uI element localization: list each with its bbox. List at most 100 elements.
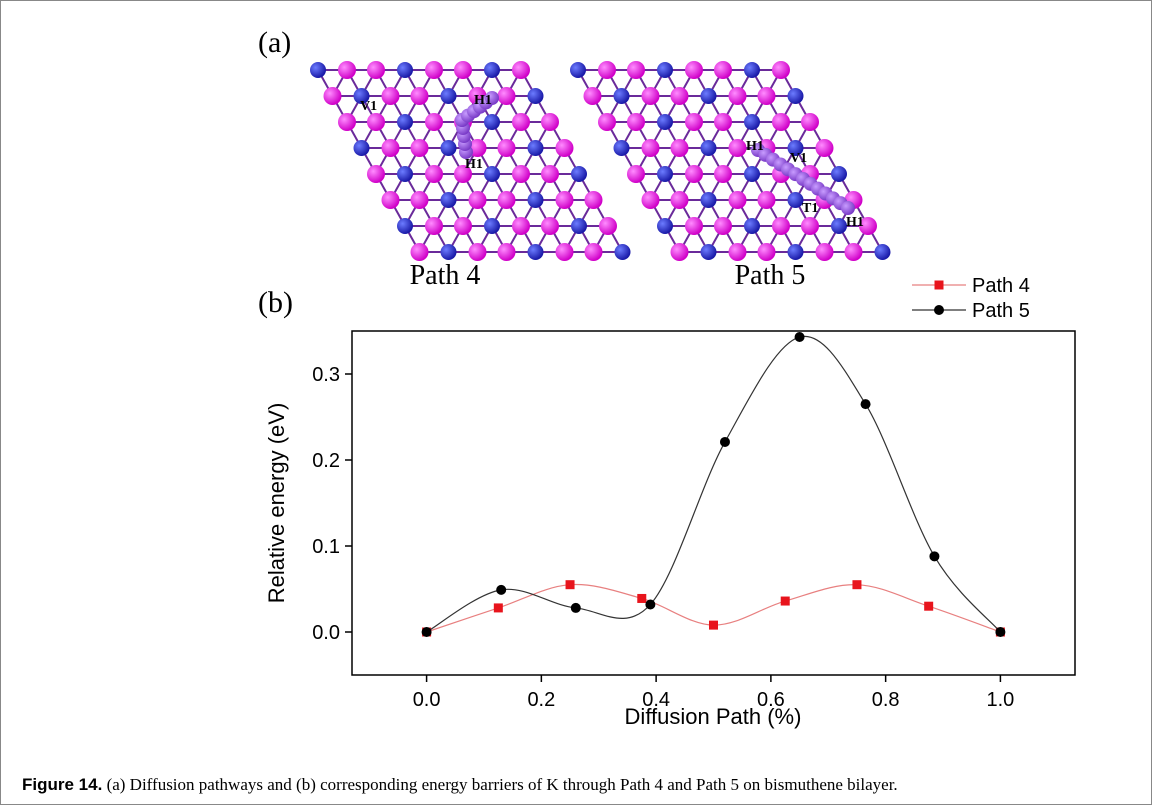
atom: [381, 191, 400, 209]
caption-label: Figure 14.: [22, 775, 102, 794]
atom: [367, 165, 385, 183]
site-label: V1: [790, 151, 807, 166]
panel-caption: Path 5: [735, 260, 806, 291]
atom: [571, 218, 587, 234]
data-point: [421, 627, 432, 637]
atom: [425, 113, 443, 131]
atom: [555, 191, 574, 209]
site-label: V1: [360, 99, 377, 114]
data-point: [995, 627, 1006, 637]
plot-frame: [351, 330, 1076, 676]
panel-label: (b): [258, 286, 293, 319]
data-point: [929, 551, 940, 562]
atom: [468, 243, 487, 261]
atom: [584, 191, 603, 209]
atom: [584, 243, 603, 261]
site-label: H1: [846, 215, 864, 230]
atom: [583, 87, 602, 105]
atom: [497, 243, 516, 261]
legend-marker: [934, 305, 944, 315]
atom: [512, 165, 530, 183]
data-point: [645, 599, 656, 610]
atom: [367, 61, 385, 79]
atom: [440, 140, 457, 156]
x-tick-label: 0.4: [642, 689, 670, 711]
atom: [670, 191, 689, 209]
x-tick-label: 0.2: [527, 689, 555, 711]
atom: [772, 113, 790, 131]
atom: [685, 217, 703, 235]
atom: [484, 62, 500, 78]
x-tick-label: 0.0: [413, 689, 441, 711]
atom: [310, 62, 326, 78]
atom: [541, 217, 559, 235]
atom: [815, 139, 834, 157]
atom: [700, 140, 717, 156]
atom: [801, 113, 819, 131]
atom: [527, 192, 544, 208]
y-tick-label: 0.3: [312, 364, 340, 386]
panel-label: (a): [258, 26, 291, 59]
atom: [627, 165, 645, 183]
atom: [468, 191, 487, 209]
atom: [381, 87, 400, 105]
site-label: H1: [746, 139, 764, 154]
y-tick-label: 0.0: [312, 622, 340, 644]
data-point: [493, 603, 503, 613]
atom: [627, 61, 645, 79]
x-tick-label: 0.6: [757, 689, 785, 711]
atom: [397, 218, 413, 234]
atom: [512, 61, 530, 79]
atom: [338, 113, 356, 131]
atom: [410, 243, 429, 261]
atom: [599, 217, 617, 235]
atom: [440, 244, 457, 260]
data-point: [794, 332, 805, 343]
atom: [454, 165, 472, 183]
atom: [381, 139, 400, 157]
atom: [859, 217, 877, 235]
atom: [685, 61, 703, 79]
atom: [410, 87, 429, 105]
atom: [410, 139, 429, 157]
lattice-panel: V1 H1 H1 H1 V1 T1 H1: [310, 61, 891, 261]
atom: [728, 191, 747, 209]
x-axis-label: Diffusion Path (%): [625, 704, 802, 729]
legend-marker: [934, 280, 944, 290]
atom: [787, 140, 804, 156]
atom: [728, 243, 747, 261]
atom: [440, 192, 457, 208]
data-point: [709, 620, 718, 630]
atom: [757, 243, 776, 261]
atom: [744, 114, 760, 130]
atom: [397, 166, 413, 182]
atom: [323, 87, 342, 105]
atom: [728, 139, 747, 157]
atom: [627, 113, 645, 131]
atom: [440, 88, 457, 104]
atom: [541, 113, 559, 131]
atom: [787, 244, 804, 260]
atom: [338, 61, 356, 79]
atom: [815, 243, 834, 261]
caption-text: (a) Diffusion pathways and (b) correspon…: [102, 775, 897, 794]
atom: [641, 191, 660, 209]
atom: [744, 62, 760, 78]
atom: [397, 62, 413, 78]
atom: [484, 114, 500, 130]
data-point: [637, 593, 647, 603]
site-label: T1: [802, 201, 818, 216]
atom: [410, 191, 429, 209]
atom: [512, 217, 530, 235]
atom: [397, 114, 413, 130]
atom: [613, 88, 630, 104]
atom: [454, 61, 472, 79]
y-tick-label: 0.1: [312, 536, 340, 558]
atom: [425, 165, 443, 183]
atom: [367, 113, 385, 131]
atom: [468, 139, 487, 157]
atom: [454, 217, 472, 235]
atom: [831, 218, 847, 234]
atom: [787, 192, 804, 208]
